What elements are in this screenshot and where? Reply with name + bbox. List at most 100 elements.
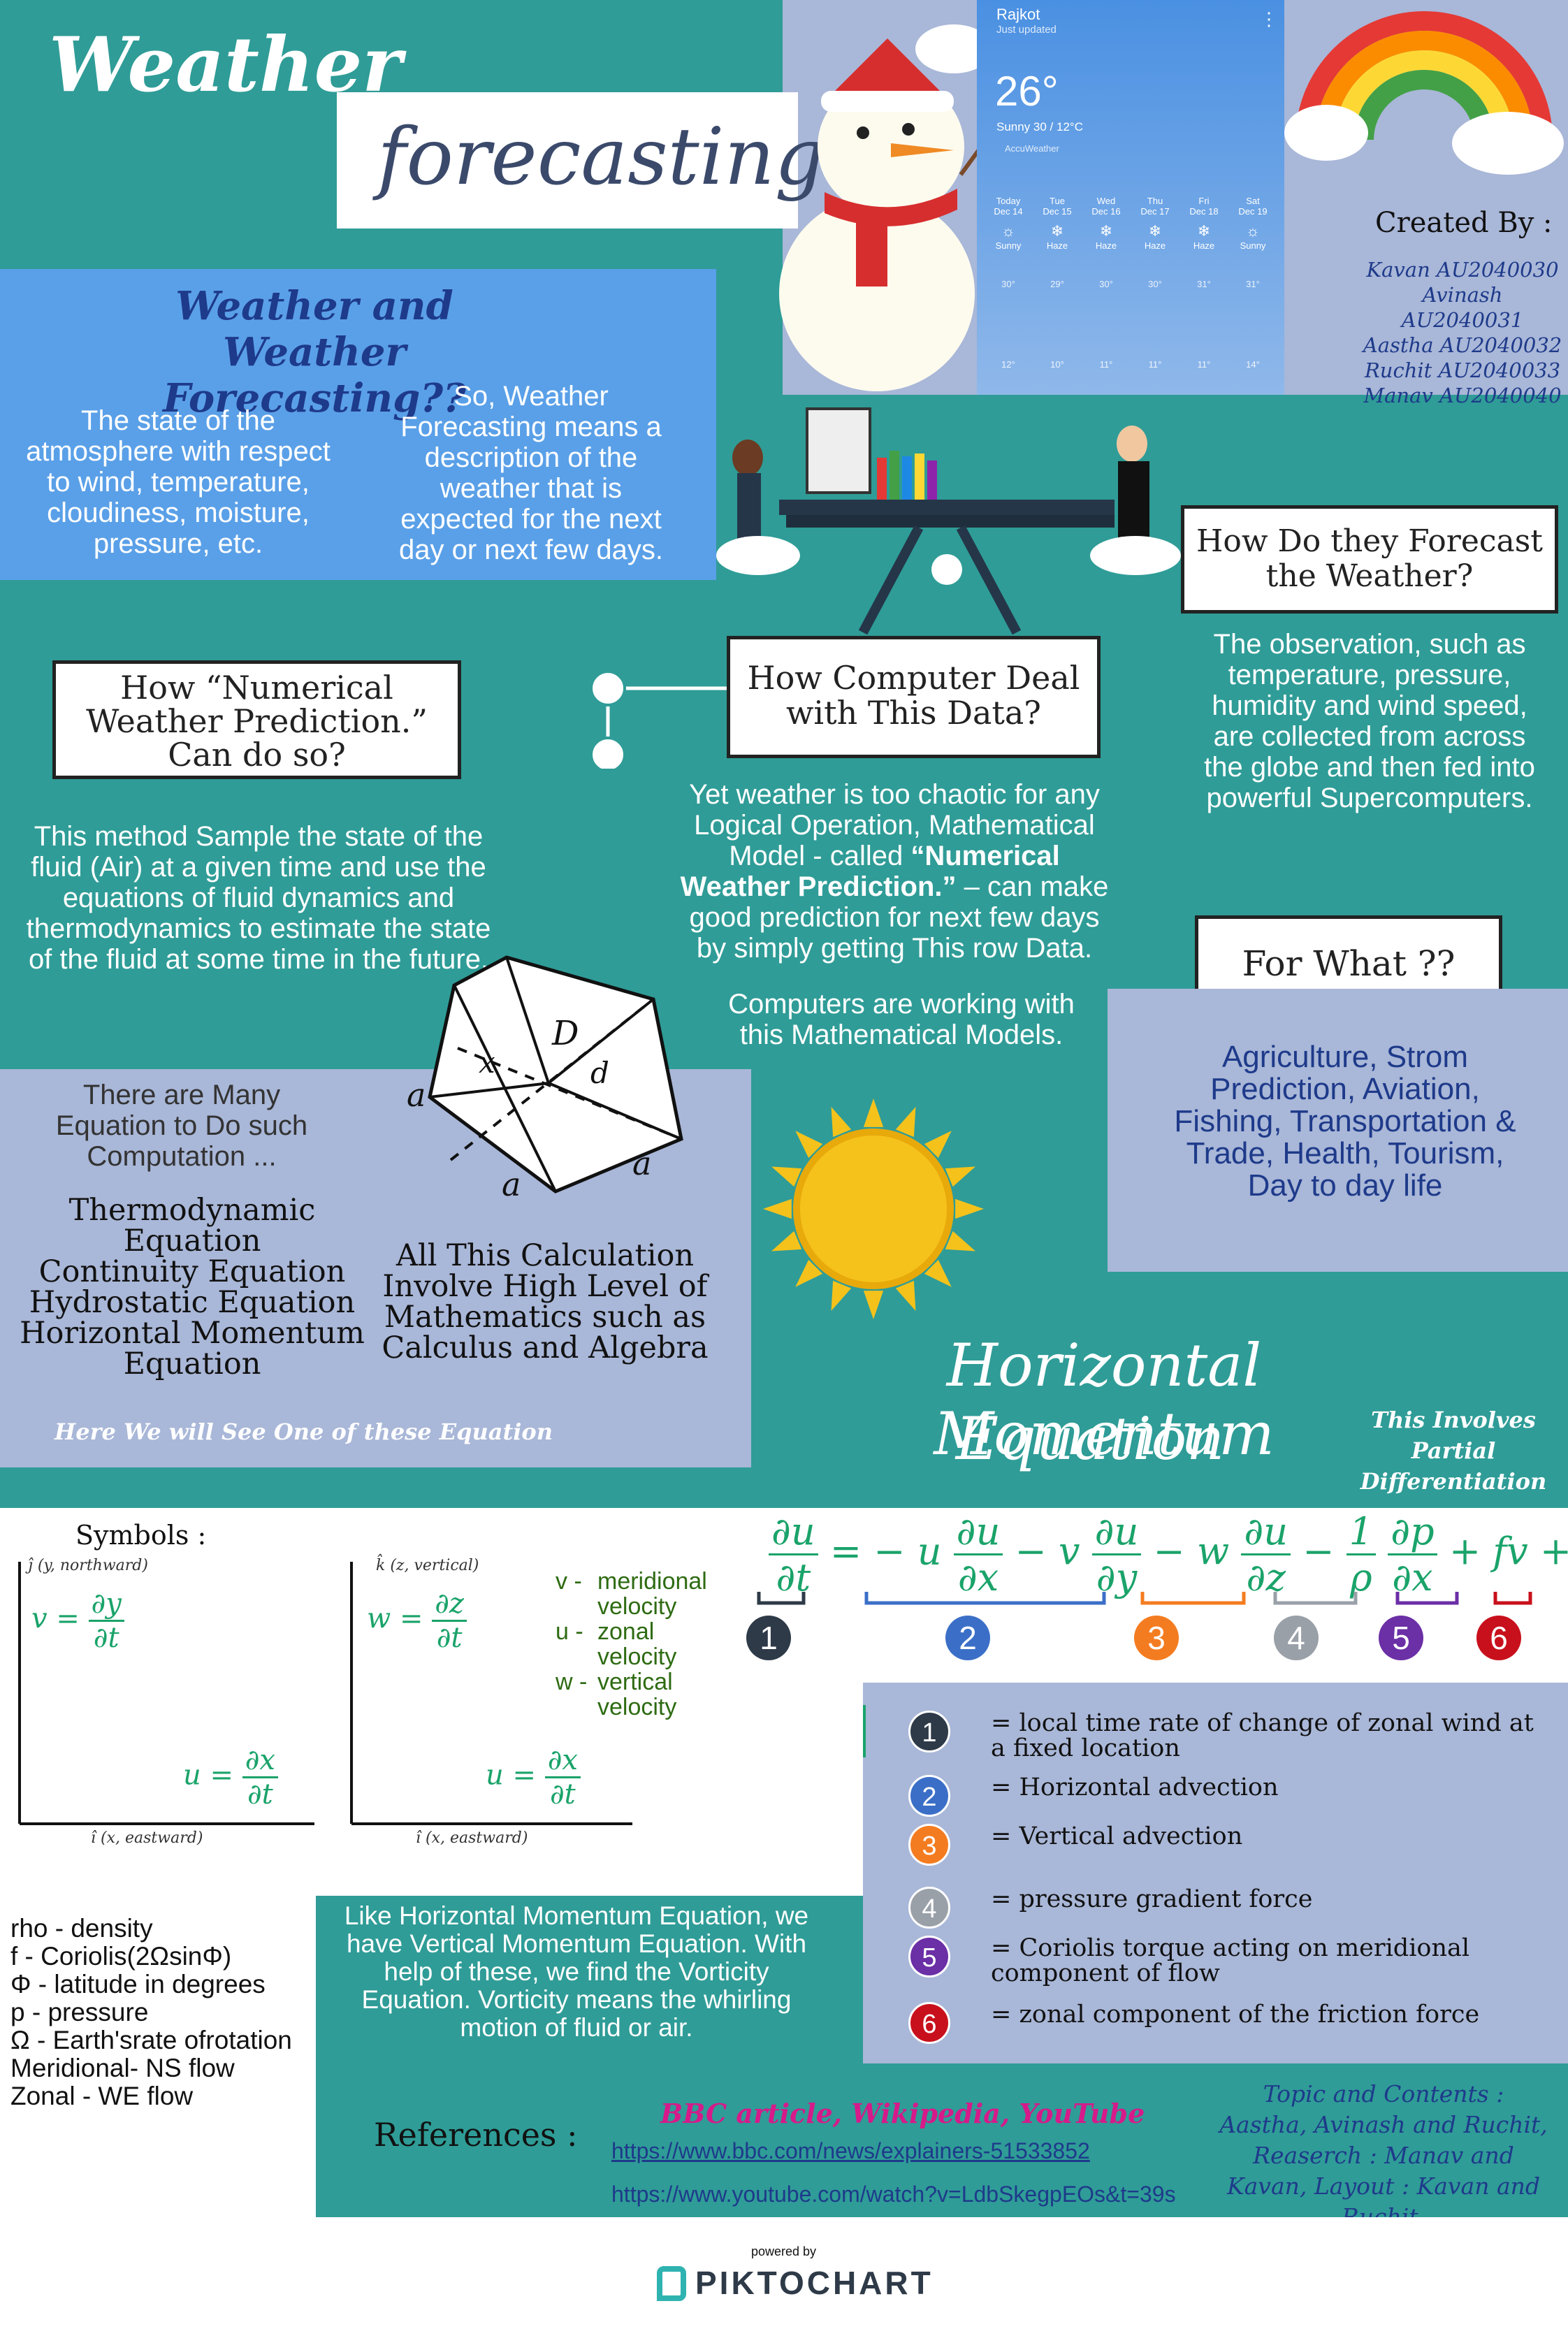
- forecast-day-low: 11°: [1148, 359, 1162, 370]
- title-forecasting: forecasting: [377, 112, 825, 203]
- eq-minus-2: −: [1015, 1529, 1047, 1574]
- title-forecasting-box: [337, 92, 798, 228]
- connector-lines: [590, 670, 730, 769]
- sun-ray: [924, 1259, 952, 1287]
- v-den: ∂t: [93, 1622, 119, 1654]
- term-description: = zonal component of the friction force: [991, 2001, 1480, 2029]
- haze-icon: ❄: [1099, 222, 1113, 240]
- reference-link-bbc[interactable]: https://www.bbc.com/news/explainers-5153…: [611, 2138, 1090, 2163]
- sun-ray: [831, 1107, 852, 1138]
- graph1-yaxis: ĵ (y, northward): [28, 1557, 148, 1574]
- cube-label-a3: a: [632, 1145, 652, 1182]
- credits-list: Kavan AU2040030 Avinash AU2040031 Aastha A…: [1361, 257, 1564, 408]
- how-forecast-text: The observation, such as temperature, pr…: [1204, 629, 1535, 813]
- velocity-graph-2: [350, 1562, 632, 1825]
- cube-diagram: D x d: [428, 955, 683, 1193]
- w-num: ∂z: [432, 1588, 467, 1622]
- sun-ray: [795, 1131, 823, 1159]
- cube-label-a2: a: [502, 1166, 521, 1203]
- forecast-day-low: 12°: [1001, 359, 1015, 370]
- eq-u: u: [917, 1529, 942, 1574]
- nwp-text: This method Sample the state of the flui…: [26, 821, 491, 975]
- forecast-day: Thu Dec 17 ❄ Haze 30° 11°: [1131, 196, 1179, 370]
- sun-ray: [831, 1280, 852, 1311]
- for-what-panel: [1108, 989, 1568, 1272]
- v-lhs: v =: [31, 1602, 80, 1635]
- forecast-day-date: Dec 15: [1043, 206, 1072, 217]
- term-badge-1: 1: [908, 1711, 950, 1753]
- computer-text2: Computers are working with this Mathemat…: [728, 989, 1075, 1050]
- forecast-day-name: Wed: [1096, 196, 1116, 206]
- powered-by: powered by: [751, 2244, 817, 2258]
- symbol-definitions: v - meridional velocity u - zonal velocity w…: [556, 1569, 737, 1720]
- intro-left-text: The state of the atmosphere with respect…: [26, 405, 331, 559]
- legend-list: rho - density f - Coriolis(2ΩsinΦ) Φ - lat…: [10, 1915, 318, 2110]
- legend-item: rho - density: [10, 1914, 153, 1943]
- forecast-day-low: 11°: [1197, 359, 1211, 370]
- u-num: ∂x: [242, 1744, 278, 1778]
- forecast-day-date: Dec 18: [1189, 206, 1219, 217]
- computer-text-a: Yet weather is too chaotic for any Logic…: [689, 779, 1100, 871]
- cube-label-D: D: [551, 1014, 579, 1053]
- eq-w: w: [1196, 1529, 1230, 1574]
- credits-heading: Created By :: [1375, 207, 1553, 239]
- sun-ray: [763, 1198, 792, 1219]
- forecast-day: Wed Dec 16 ❄ Haze 30° 11°: [1082, 196, 1131, 370]
- equation-badge-6: 6: [1476, 1616, 1521, 1660]
- term-description: = local time rate of change of zonal win…: [991, 1709, 1534, 1762]
- team-credits: Topic and Contents : Aastha, Avinash and…: [1219, 2080, 1548, 2230]
- term-badge-4: 4: [908, 1887, 950, 1929]
- forecast-day-cond: Haze: [1144, 240, 1166, 251]
- forecast-day-cond: Haze: [1095, 240, 1117, 251]
- sun-ray: [945, 1166, 975, 1187]
- app-temp: 26°: [995, 68, 1059, 115]
- sun-ray: [795, 1259, 823, 1287]
- menu-icon[interactable]: ⋮: [1260, 8, 1278, 29]
- equation-badge-4: 4: [1274, 1616, 1319, 1660]
- term-badge-3: 3: [908, 1824, 950, 1866]
- eq-t5-den: ρ: [1349, 1555, 1372, 1599]
- eq-t2-num: ∂u: [953, 1509, 1003, 1555]
- sun-ray: [863, 1291, 884, 1319]
- symbols-heading: Symbols :: [75, 1520, 207, 1551]
- forecast-day-date: Dec 19: [1238, 206, 1268, 217]
- forecast-day-high: 29°: [1050, 279, 1064, 289]
- app-cond: Sunny 30 / 12°C: [996, 120, 1083, 133]
- graph1-xaxis: î (x, eastward): [91, 1829, 203, 1847]
- hme-note: This Involves Partial Differentiation: [1360, 1407, 1547, 1495]
- credit-name: Aastha AU2040032: [1363, 333, 1562, 357]
- legend-item: Meridional- NS flow: [10, 2054, 235, 2082]
- reference-link-youtube[interactable]: https://www.youtube.com/watch?v=LdbSkegp…: [611, 2182, 1176, 2207]
- forecast-day: Tue Dec 15 ❄ Haze 29° 10°: [1033, 196, 1082, 370]
- eq-t2-den: ∂x: [957, 1555, 999, 1599]
- graph2-yaxis: k̂ (z, vertical): [376, 1557, 479, 1574]
- eq-minus-4: −: [1302, 1529, 1335, 1574]
- forecast-day: Fri Dec 18 ❄ Haze 31° 11°: [1179, 196, 1228, 370]
- eq-equals: =: [829, 1529, 862, 1574]
- u2-lhs: u =: [486, 1759, 536, 1792]
- credit-name: Manav AU2040040: [1363, 384, 1562, 407]
- nwp-heading: How “Numerical Weather Prediction.” Can …: [86, 669, 428, 774]
- sun-ray: [863, 1098, 884, 1127]
- cube-label-d: d: [590, 1056, 609, 1090]
- legend-item: Ω - Earth'srate ofrotation: [10, 2026, 292, 2054]
- sun-ray: [771, 1166, 802, 1187]
- legend-item: f - Coriolis(2ΩsinΦ): [10, 1942, 232, 1971]
- forecast-day-name: Fri: [1198, 196, 1210, 206]
- hme-title-1: Horizontal Momentum: [934, 1331, 1275, 1468]
- graph2-u-eq: u = ∂x ∂t: [486, 1744, 581, 1811]
- forecast-day: Sat Dec 19 ☼ Sunny 31° 14°: [1228, 196, 1277, 370]
- terms-accent-line: [863, 1705, 866, 1757]
- velocity-graph-1: [18, 1562, 314, 1825]
- sun-ray: [895, 1280, 916, 1311]
- computer-heading: How Computer Deal with This Data?: [747, 659, 1080, 732]
- footer: [0, 2217, 1568, 2329]
- computer-text-c: – can make good prediction for next few …: [689, 871, 1109, 964]
- term-badge-6: 6: [908, 2002, 950, 2044]
- graph1-u-eq: u = ∂x ∂t: [183, 1744, 278, 1811]
- graph2-xaxis: î (x, eastward): [416, 1829, 528, 1847]
- credit-name: Kavan AU2040030: [1366, 258, 1559, 282]
- forecast-day-low: 14°: [1246, 359, 1260, 370]
- vertical-momentum-text: Like Horizontal Momentum Equation, we ha…: [344, 1901, 809, 2042]
